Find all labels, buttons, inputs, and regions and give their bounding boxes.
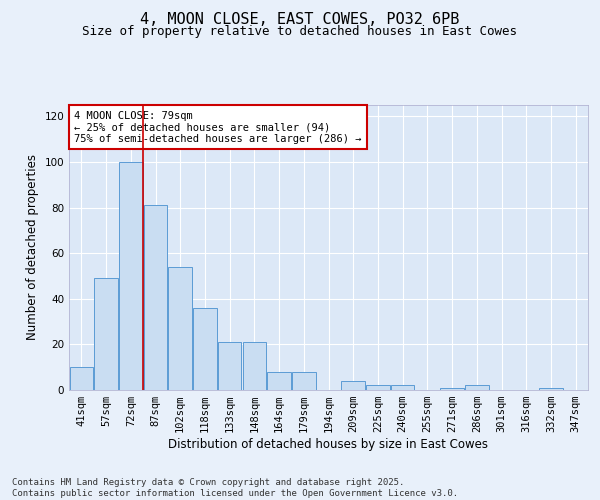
Bar: [193, 308, 217, 390]
Bar: [119, 162, 143, 390]
Text: 4, MOON CLOSE, EAST COWES, PO32 6PB: 4, MOON CLOSE, EAST COWES, PO32 6PB: [140, 12, 460, 28]
Bar: [242, 342, 266, 390]
Bar: [391, 386, 415, 390]
Bar: [292, 372, 316, 390]
Bar: [341, 381, 365, 390]
Text: 4 MOON CLOSE: 79sqm
← 25% of detached houses are smaller (94)
75% of semi-detach: 4 MOON CLOSE: 79sqm ← 25% of detached ho…: [74, 110, 362, 144]
Bar: [539, 388, 563, 390]
Bar: [144, 206, 167, 390]
Y-axis label: Number of detached properties: Number of detached properties: [26, 154, 39, 340]
Bar: [465, 386, 488, 390]
Text: Size of property relative to detached houses in East Cowes: Size of property relative to detached ho…: [83, 25, 517, 38]
Bar: [218, 342, 241, 390]
Text: Contains HM Land Registry data © Crown copyright and database right 2025.
Contai: Contains HM Land Registry data © Crown c…: [12, 478, 458, 498]
Bar: [70, 367, 93, 390]
Bar: [440, 388, 464, 390]
Bar: [169, 267, 192, 390]
Bar: [268, 372, 291, 390]
X-axis label: Distribution of detached houses by size in East Cowes: Distribution of detached houses by size …: [169, 438, 488, 451]
Bar: [366, 386, 389, 390]
Bar: [94, 278, 118, 390]
